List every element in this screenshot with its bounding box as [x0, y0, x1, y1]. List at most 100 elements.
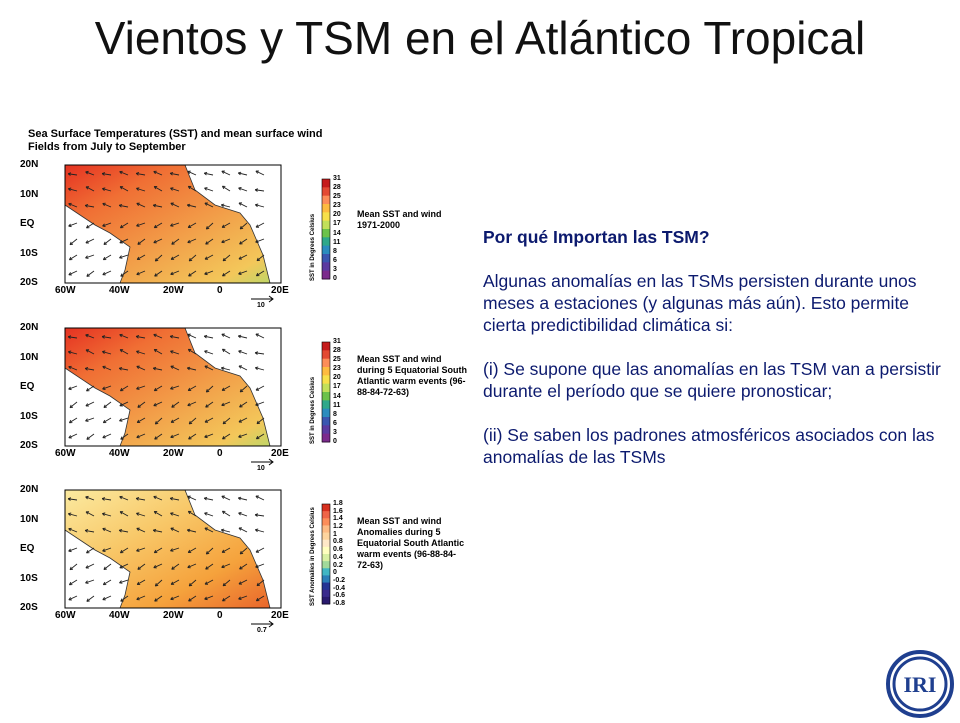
wind-arrow-head [255, 170, 259, 174]
wind-arrow-head [67, 350, 72, 355]
wind-arrow [153, 171, 163, 176]
wind-arrow [221, 385, 231, 391]
wind-arrow [187, 170, 197, 176]
wind-arrow-head [255, 387, 260, 391]
wind-arrow [256, 417, 265, 425]
wind-arrow-head [188, 420, 193, 425]
wind-arrow [204, 350, 214, 355]
wind-arrow-head [68, 419, 73, 424]
wind-arrow [102, 547, 112, 552]
wind-arrow-head [205, 389, 210, 393]
wind-arrow [136, 270, 146, 275]
sst-map-panel-2: 31 28 25 23 20 17 14 11 8 6 3 0 SST in Degrees Celsi… [20, 320, 467, 480]
wind-arrow-head [85, 511, 90, 515]
colorbar-swatch [322, 204, 330, 213]
reference-vector-label: 0.7 [257, 627, 267, 634]
wind-arrow [86, 547, 95, 554]
wind-arrow [136, 365, 146, 371]
wind-arrow [68, 385, 78, 390]
wind-arrow [170, 222, 180, 227]
wind-arrow-head [238, 419, 242, 423]
colorbar-tick-label: 1.2 [333, 523, 343, 531]
wind-arrow [102, 366, 112, 371]
wind-arrow [222, 510, 231, 517]
wind-arrow-head [204, 271, 208, 276]
wind-arrow [136, 527, 146, 533]
wind-arrow-head [239, 566, 243, 570]
wind-arrow [102, 498, 112, 501]
wind-arrow [238, 202, 248, 208]
wind-arrow-head [119, 549, 124, 554]
wind-arrow [85, 579, 95, 584]
wind-arrow [120, 433, 129, 440]
wind-arrow [136, 202, 146, 208]
wind-arrow [238, 187, 248, 192]
map-frame [64, 164, 282, 284]
wind-arrow [136, 187, 146, 192]
colorbar-tick-label: 1 [333, 530, 337, 538]
wind-arrow [239, 222, 248, 230]
wind-arrow-head [119, 387, 124, 392]
wind-arrow-head [222, 420, 227, 425]
colorbar-tick-label: 8 [333, 410, 337, 418]
wind-arrow [255, 385, 265, 391]
wind-arrow [171, 401, 180, 408]
wind-arrow [86, 385, 95, 392]
wind-arrow-head [118, 203, 123, 208]
wind-arrow [238, 497, 248, 501]
wind-arrow [256, 433, 265, 440]
wind-arrow [188, 348, 197, 355]
wind-arrow [204, 417, 214, 423]
wind-arrow-head [222, 257, 227, 262]
wind-arrow [255, 204, 265, 208]
wind-arrow [187, 495, 197, 501]
wind-arrow [221, 222, 231, 228]
wind-arrow [170, 417, 180, 423]
wind-arrow-head [170, 386, 174, 390]
wind-arrow [222, 270, 231, 277]
wind-arrow-head [205, 404, 209, 408]
wind-arrow [204, 172, 214, 176]
colorbar-swatch [322, 392, 330, 401]
wind-arrow-head [153, 170, 157, 175]
wind-arrow [154, 595, 163, 602]
wind-arrow [170, 202, 180, 208]
wind-arrow [206, 385, 214, 393]
wind-arrow [256, 595, 265, 602]
wind-arrow-head [86, 598, 90, 602]
wind-arrow-head [204, 527, 208, 531]
wind-arrow-head [188, 598, 192, 602]
wind-arrow [238, 350, 248, 355]
wind-arrow [102, 351, 112, 355]
wind-arrow-head [103, 566, 107, 570]
wind-arrow-head [187, 387, 192, 391]
colorbar-tick-label: 11 [333, 238, 341, 246]
wind-arrow [255, 401, 265, 406]
wind-arrow [153, 529, 163, 533]
wind-arrow-head [85, 565, 89, 569]
wind-arrow-head [102, 581, 107, 586]
figure-header: Sea Surface Temperatures (SST) and mean … [28, 128, 338, 154]
wind-arrow-head [221, 170, 225, 174]
colorbar-tick-label: 28 [333, 347, 341, 355]
colorbar-tick-label: 31 [333, 175, 341, 182]
wind-arrow [85, 334, 95, 339]
colorbar-swatch [322, 220, 330, 230]
wind-arrow-head [85, 170, 89, 175]
wind-arrow-head [255, 333, 259, 337]
wind-arrow [137, 401, 146, 408]
longitude-label: 20W [163, 448, 184, 459]
wind-arrow-head [205, 226, 210, 230]
wind-arrow-head [68, 386, 72, 391]
wind-arrow-head [222, 582, 227, 587]
latitude-label: 10S [20, 410, 38, 422]
wind-arrow-head [67, 187, 72, 192]
wind-arrow-head [169, 171, 174, 176]
wind-arrow [85, 186, 95, 192]
wind-arrow-head [153, 349, 158, 353]
wind-arrow-head [68, 365, 72, 370]
longitude-label: 0 [217, 285, 223, 296]
wind-arrow-head [187, 495, 191, 499]
panel-caption: Mean SST and wind during 5 Equatorial So… [357, 354, 467, 397]
wind-arrow-head [119, 186, 124, 190]
